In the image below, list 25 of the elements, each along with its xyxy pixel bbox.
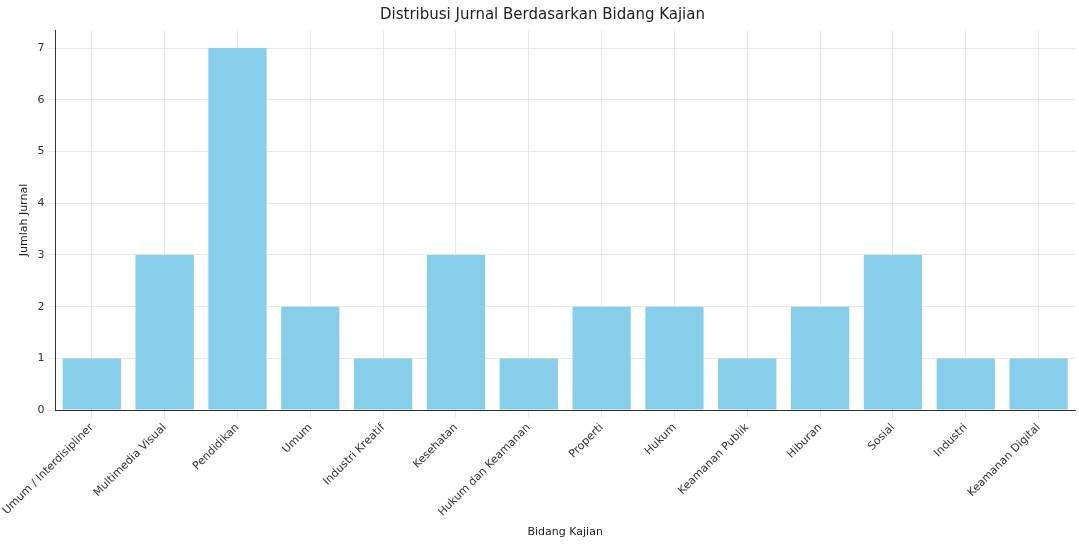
y-tick-label: 2 xyxy=(37,299,45,313)
y-tick-label: 1 xyxy=(37,351,45,365)
x-axis-title: Bidang Kajian xyxy=(527,525,603,539)
bar xyxy=(572,306,631,410)
bar xyxy=(426,254,486,410)
y-tick-label: 5 xyxy=(37,144,45,158)
y-tick-label: 0 xyxy=(37,402,45,416)
bar xyxy=(135,254,194,410)
bar xyxy=(499,358,558,410)
y-tick-label: 7 xyxy=(37,40,45,54)
bar xyxy=(1009,358,1068,410)
bar xyxy=(208,48,267,410)
chart-title: Distribusi Jurnal Berdasarkan Bidang Kajian xyxy=(380,4,705,23)
bar xyxy=(718,358,777,410)
y-tick-label: 4 xyxy=(37,196,45,210)
y-axis-title: Jumlah Jurnal xyxy=(16,183,30,258)
bar xyxy=(863,254,923,410)
bar xyxy=(353,358,413,410)
y-tick-label: 6 xyxy=(37,92,45,106)
bar xyxy=(62,358,121,410)
bar xyxy=(936,358,995,410)
bar xyxy=(645,306,704,410)
bar xyxy=(790,306,850,410)
y-tick-label: 3 xyxy=(37,247,45,261)
bar xyxy=(281,306,340,410)
